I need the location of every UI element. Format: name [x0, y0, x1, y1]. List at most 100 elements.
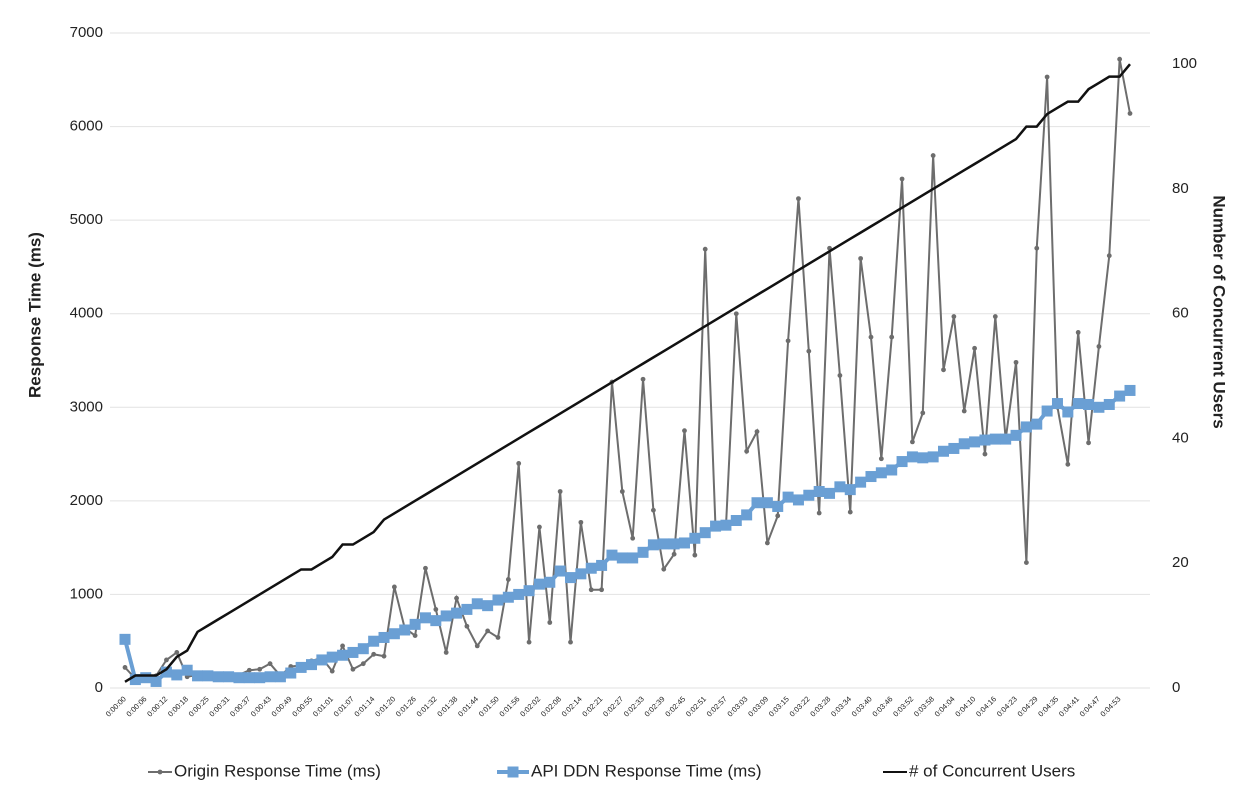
point — [305, 659, 317, 671]
point — [702, 246, 708, 252]
point — [658, 538, 670, 550]
legend-marker — [507, 766, 519, 778]
point — [782, 491, 794, 503]
y2-tick-label: 60 — [1172, 305, 1189, 322]
x-tick-label: 0:04:04 — [933, 694, 957, 718]
point — [1020, 421, 1032, 433]
legend-label: # of Concurrent Users — [909, 761, 1075, 780]
x-tick-label: 0:00:12 — [145, 694, 169, 718]
point — [423, 565, 428, 571]
point — [886, 464, 898, 476]
point — [1086, 440, 1091, 446]
point — [948, 442, 960, 454]
point — [485, 628, 491, 634]
point — [1023, 560, 1029, 566]
point — [391, 584, 397, 590]
point — [951, 314, 957, 319]
point — [599, 587, 604, 593]
point — [174, 650, 180, 655]
legend-label: Origin Response Time (ms) — [174, 761, 381, 780]
point — [1000, 433, 1012, 445]
point — [896, 456, 908, 468]
point — [1062, 406, 1074, 418]
point — [430, 615, 442, 627]
point — [285, 667, 297, 679]
point — [554, 565, 566, 577]
point — [223, 671, 235, 683]
point — [160, 666, 172, 678]
x-tick-label: 0:02:51 — [684, 694, 708, 718]
x-tick-label: 0:02:21 — [580, 694, 604, 718]
point — [202, 670, 214, 682]
x-tick-label: 0:00:31 — [207, 694, 231, 718]
x-tick-label: 0:00:00 — [104, 694, 128, 718]
x-tick-label: 0:03:58 — [912, 694, 936, 718]
y-tick-label: 1000 — [70, 585, 103, 602]
point — [730, 515, 742, 527]
point — [1034, 245, 1040, 251]
point — [834, 481, 846, 493]
point — [502, 591, 514, 603]
point — [878, 456, 884, 462]
point — [989, 433, 1001, 445]
point — [619, 489, 625, 494]
x-tick-label: 0:03:34 — [829, 694, 853, 718]
point — [381, 653, 387, 659]
y2-tick-label: 0 — [1172, 679, 1180, 696]
x-tick-label: 0:00:06 — [124, 694, 148, 718]
point — [858, 256, 864, 261]
point — [533, 578, 545, 590]
point — [267, 661, 273, 667]
point — [764, 540, 770, 546]
point — [192, 670, 204, 682]
point — [557, 489, 563, 494]
x-tick-label: 0:01:14 — [352, 694, 376, 718]
point — [257, 666, 263, 672]
x-tick-label: 0:01:20 — [373, 694, 397, 718]
point — [451, 607, 463, 619]
point — [357, 643, 369, 655]
x-tick-label: 0:04:35 — [1036, 694, 1060, 718]
point — [1051, 398, 1063, 410]
point — [958, 438, 970, 450]
point — [412, 633, 418, 638]
y-tick-label: 6000 — [70, 118, 103, 135]
x-tick-label: 0:04:10 — [953, 694, 977, 718]
point — [378, 631, 390, 643]
point — [982, 451, 988, 457]
point — [340, 643, 345, 649]
point — [1124, 384, 1136, 396]
point — [588, 587, 594, 593]
point — [454, 595, 459, 601]
x-tick-label: 0:04:23 — [995, 694, 1019, 718]
point — [938, 445, 950, 457]
x-tick-label: 0:01:38 — [435, 694, 459, 718]
x-tick-label: 0:04:16 — [974, 694, 998, 718]
x-tick-label: 0:02:33 — [622, 694, 646, 718]
point — [122, 665, 128, 670]
x-tick-label: 0:03:46 — [870, 694, 894, 718]
x-tick-label: 0:00:43 — [249, 694, 273, 718]
point — [637, 546, 649, 558]
point — [526, 639, 532, 645]
point — [844, 484, 856, 496]
point — [720, 519, 732, 531]
point — [668, 538, 680, 550]
point — [495, 635, 501, 640]
point — [482, 600, 494, 612]
x-tick-label: 0:01:44 — [456, 694, 480, 718]
point — [1083, 398, 1095, 410]
point — [516, 461, 522, 466]
point — [847, 509, 853, 515]
x-tick-label: 0:02:45 — [663, 694, 687, 718]
point — [544, 576, 556, 588]
x-tick-label: 0:02:08 — [539, 694, 563, 718]
y-axis-title: Response Time (ms) — [25, 232, 44, 398]
point — [368, 635, 380, 647]
point — [1075, 330, 1081, 335]
point — [796, 196, 801, 202]
point — [889, 334, 895, 340]
point — [274, 671, 286, 683]
point — [689, 532, 701, 544]
point — [443, 650, 449, 655]
